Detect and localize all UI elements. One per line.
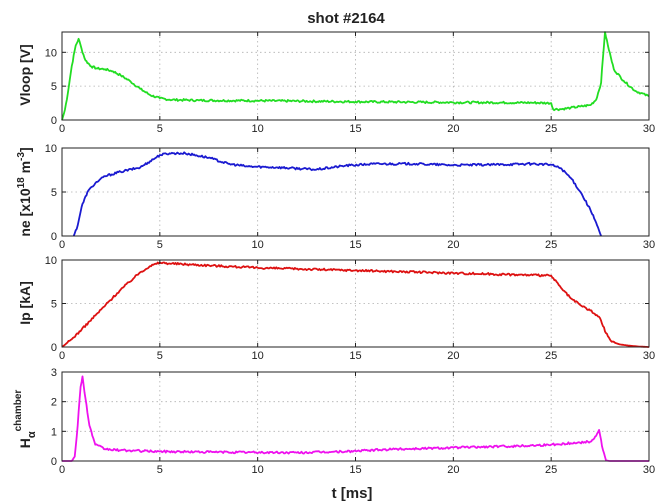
xticks-ip: 0 5 10 15 20 25 30 xyxy=(59,260,655,362)
x-tick-label: 15 xyxy=(349,123,361,135)
grid-ne xyxy=(62,148,649,236)
x-tick-label: 20 xyxy=(447,350,459,362)
x-tick-label: 30 xyxy=(643,464,655,476)
y-axis-label-halpha: Hαchamber xyxy=(13,390,38,449)
x-tick-label: 30 xyxy=(643,350,655,362)
panel-halpha: 0 5 10 15 20 25 30 0 1 2 3 Hαchamber xyxy=(13,367,655,476)
y-tick-label: 10 xyxy=(45,255,57,267)
y-tick-label: 2 xyxy=(51,397,57,409)
y-tick-label: 10 xyxy=(45,47,57,59)
yticks-ip: 0 5 10 xyxy=(45,255,649,354)
xticks-ne: 0 5 10 15 20 25 30 xyxy=(59,148,655,251)
y-tick-label: 3 xyxy=(51,367,57,379)
grid-ip xyxy=(62,260,649,347)
y-tick-label: 1 xyxy=(51,426,57,438)
y-axis-label-ne: ne [x1018 m-3] xyxy=(16,147,33,236)
series-line-vloop xyxy=(61,31,650,121)
series-vloop xyxy=(61,31,650,121)
y-axis-label-ip: Ip [kA] xyxy=(17,281,33,325)
x-tick-label: 20 xyxy=(447,123,459,135)
xticks-vloop: 0 5 10 15 20 25 30 xyxy=(59,32,655,135)
x-tick-label: 0 xyxy=(59,350,65,362)
y-tick-label: 0 xyxy=(51,342,57,354)
panel-ne: 0 5 10 15 20 25 30 0 5 10 ne [x1018 m-3] xyxy=(16,143,655,251)
y-tick-label: 5 xyxy=(51,187,57,199)
x-axis-label: t [ms] xyxy=(332,485,373,502)
x-tick-label: 15 xyxy=(349,464,361,476)
y-axis-label-vloop: Vloop [V] xyxy=(17,44,33,105)
yticks-vloop: 0 5 10 xyxy=(45,47,649,127)
x-tick-label: 5 xyxy=(157,464,163,476)
x-tick-label: 5 xyxy=(157,123,163,135)
x-tick-label: 25 xyxy=(545,350,557,362)
x-tick-label: 30 xyxy=(643,123,655,135)
x-tick-label: 15 xyxy=(349,350,361,362)
x-tick-label: 0 xyxy=(59,239,65,251)
y-tick-label: 5 xyxy=(51,299,57,311)
y-tick-label: 0 xyxy=(51,115,57,127)
grid-vloop xyxy=(62,32,649,120)
x-tick-label: 25 xyxy=(545,239,557,251)
x-tick-label: 20 xyxy=(447,464,459,476)
x-tick-label: 25 xyxy=(545,123,557,135)
y-tick-label: 0 xyxy=(51,456,57,468)
x-tick-label: 10 xyxy=(252,239,264,251)
chart-title: shot #2164 xyxy=(307,10,385,27)
panel-vloop: 0 5 10 15 20 25 30 0 5 10 Vloop [V] xyxy=(17,31,655,135)
y-tick-label: 10 xyxy=(45,143,57,155)
x-tick-label: 5 xyxy=(157,239,163,251)
series-ne xyxy=(72,151,602,237)
series-line-halpha xyxy=(62,375,649,462)
series-line-ip xyxy=(61,261,649,348)
series-halpha xyxy=(62,375,649,462)
frame-halpha xyxy=(61,371,650,462)
x-tick-label: 10 xyxy=(252,350,264,362)
xticks-halpha: 0 5 10 15 20 25 30 xyxy=(59,372,655,476)
x-tick-label: 0 xyxy=(59,464,65,476)
x-tick-label: 25 xyxy=(545,464,557,476)
frame-vloop xyxy=(61,31,650,121)
x-tick-label: 20 xyxy=(447,239,459,251)
x-tick-label: 30 xyxy=(643,239,655,251)
yticks-ne: 0 5 10 xyxy=(45,143,649,243)
y-tick-label: 5 xyxy=(51,81,57,93)
x-tick-label: 10 xyxy=(252,123,264,135)
y-tick-label: 0 xyxy=(51,231,57,243)
series-line-ne xyxy=(72,151,602,237)
x-tick-label: 15 xyxy=(349,239,361,251)
x-tick-label: 0 xyxy=(59,123,65,135)
x-tick-label: 10 xyxy=(252,464,264,476)
grid-halpha xyxy=(62,372,649,461)
panel-ip: 0 5 10 15 20 25 30 0 5 10 Ip [kA] xyxy=(17,255,655,362)
x-tick-label: 5 xyxy=(157,350,163,362)
yticks-halpha: 0 1 2 3 xyxy=(51,367,649,468)
series-ip xyxy=(61,261,649,348)
